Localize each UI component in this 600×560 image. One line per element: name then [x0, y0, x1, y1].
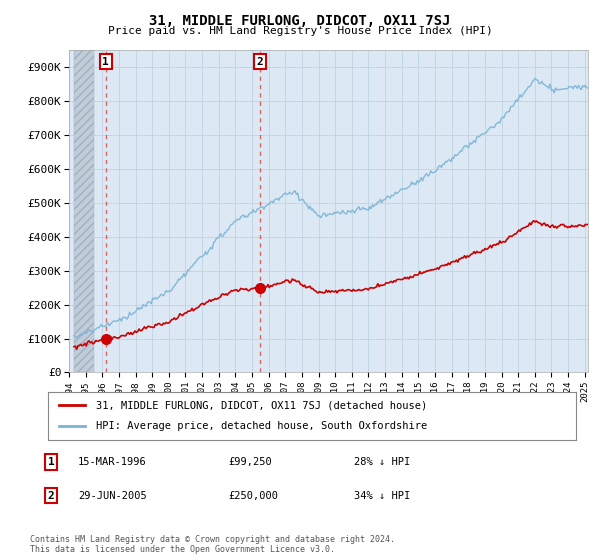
Text: 28% ↓ HPI: 28% ↓ HPI [354, 457, 410, 467]
Text: 2: 2 [257, 57, 263, 67]
Text: Price paid vs. HM Land Registry's House Price Index (HPI): Price paid vs. HM Land Registry's House … [107, 26, 493, 36]
Bar [74, 50, 94, 372]
Text: 31, MIDDLE FURLONG, DIDCOT, OX11 7SJ: 31, MIDDLE FURLONG, DIDCOT, OX11 7SJ [149, 14, 451, 28]
Text: 29-JUN-2005: 29-JUN-2005 [78, 491, 147, 501]
Text: 31, MIDDLE FURLONG, DIDCOT, OX11 7SJ (detached house): 31, MIDDLE FURLONG, DIDCOT, OX11 7SJ (de… [95, 400, 427, 410]
Text: 1: 1 [103, 57, 109, 67]
Text: Contains HM Land Registry data © Crown copyright and database right 2024.
This d: Contains HM Land Registry data © Crown c… [30, 535, 395, 554]
Text: HPI: Average price, detached house, South Oxfordshire: HPI: Average price, detached house, Sout… [95, 421, 427, 431]
Text: £250,000: £250,000 [228, 491, 278, 501]
Text: 34% ↓ HPI: 34% ↓ HPI [354, 491, 410, 501]
Text: 15-MAR-1996: 15-MAR-1996 [78, 457, 147, 467]
Text: 2: 2 [47, 491, 55, 501]
Text: £99,250: £99,250 [228, 457, 272, 467]
Text: 1: 1 [47, 457, 55, 467]
